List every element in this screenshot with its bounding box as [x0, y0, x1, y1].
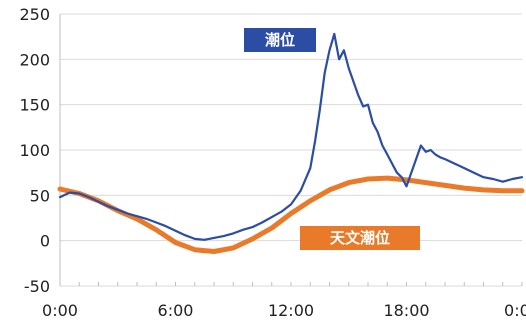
series-layer	[57, 32, 525, 254]
series-label-tide-level: 潮位	[265, 31, 295, 49]
axis-layer: 250 200 150 100 50 0 -50 0:00 6:00 12:00 18:00 0:00	[19, 5, 526, 320]
x-tick-label: 0:00	[504, 301, 526, 320]
y-tick-label: 150	[19, 96, 50, 115]
x-tick-label: 12:00	[268, 301, 314, 320]
y-tick-label: 250	[19, 5, 50, 24]
series-label-astronomical-tide: 天文潮位	[330, 229, 390, 247]
y-tick-label: 100	[19, 141, 50, 160]
series-line-astronomical-tide	[57, 175, 525, 254]
x-tick-label: 18:00	[383, 301, 429, 320]
x-tick-label: 6:00	[158, 301, 194, 320]
y-tick-label: 50	[30, 186, 50, 205]
grid-layer	[60, 13, 522, 287]
series-label-box-astronomical-tide	[300, 226, 420, 250]
series-label-box-tide-level	[244, 28, 316, 52]
y-tick-label: -50	[24, 277, 50, 296]
x-tick-label: 0:00	[42, 301, 78, 320]
y-tick-label: 0	[40, 232, 50, 251]
y-tick-label: 200	[19, 50, 50, 69]
series-line-tide-level	[58, 32, 524, 241]
